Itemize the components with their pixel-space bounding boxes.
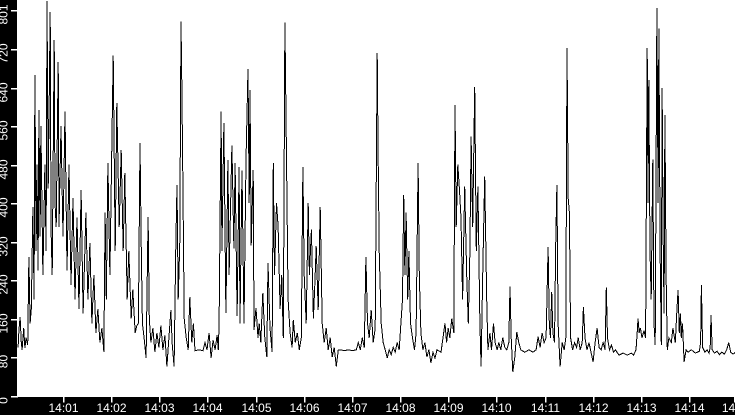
x-tick-label: 14:01 [48,401,78,415]
x-tick-label: 14:12 [578,401,608,415]
series-line [17,0,735,372]
y-tick-label: 80 [0,355,11,369]
x-tick-label: 14:09 [433,401,463,415]
x-tick-label: 14:11 [531,401,560,415]
x-tick-label: 14:06 [289,401,319,415]
x-tick-label: 14:13 [626,401,656,415]
x-tick-label: 14:07 [337,401,367,415]
x-axis-bar [0,397,735,415]
y-tick-label: 801 [0,4,11,24]
y-tick-label: 400 [0,197,11,217]
y-tick-label: 720 [0,43,11,63]
x-tick-label: 14:05 [241,401,271,415]
x-tick-label: 14:14 [674,401,704,415]
y-tick-label: 160 [0,313,11,333]
y-tick-label: 240 [0,274,11,294]
y-tick-label: 320 [0,236,11,256]
y-tick-label: 0 [0,397,11,404]
y-tick-label: 560 [0,120,11,140]
y-tick-label: 480 [0,159,11,179]
x-tick-label: 14:04 [192,401,222,415]
x-tick-label: 14:02 [96,401,126,415]
x-tick-label: 14:10 [481,401,511,415]
y-tick-label: 640 [0,82,11,102]
x-tick-label: 14:08 [385,401,415,415]
y-axis-bar [0,0,17,415]
x-tick-label-partial: 14 [722,401,735,415]
x-tick-label: 14:03 [144,401,174,415]
